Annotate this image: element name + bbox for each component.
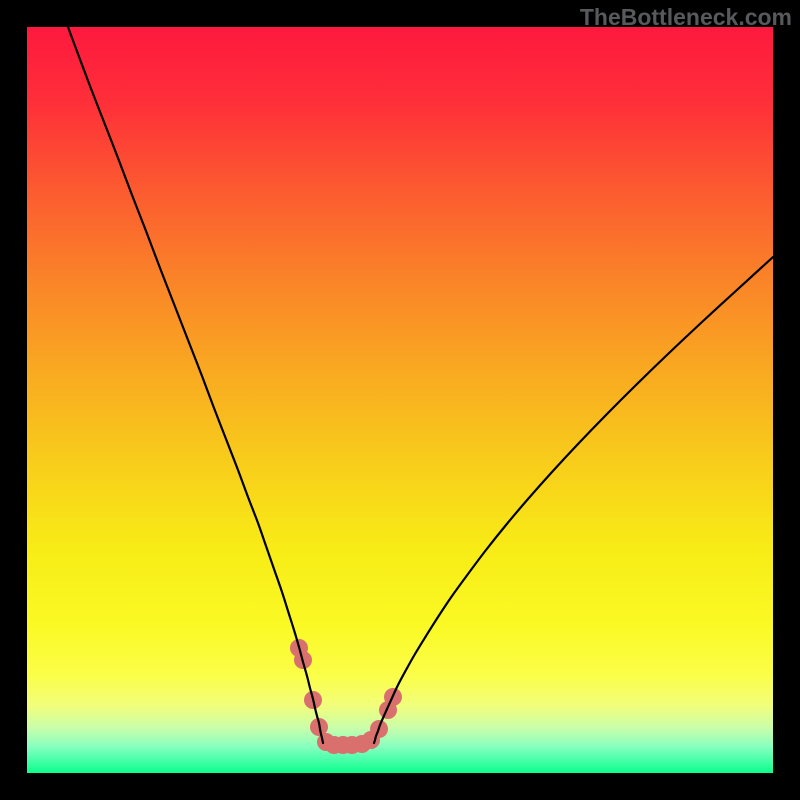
- chart-svg: [27, 27, 773, 773]
- watermark-text: TheBottleneck.com: [580, 4, 792, 31]
- left-curve: [68, 27, 323, 743]
- plot-area: [27, 27, 773, 773]
- chart-frame: TheBottleneck.com: [0, 0, 800, 800]
- right-curve: [374, 257, 773, 743]
- marker-group: [290, 639, 402, 754]
